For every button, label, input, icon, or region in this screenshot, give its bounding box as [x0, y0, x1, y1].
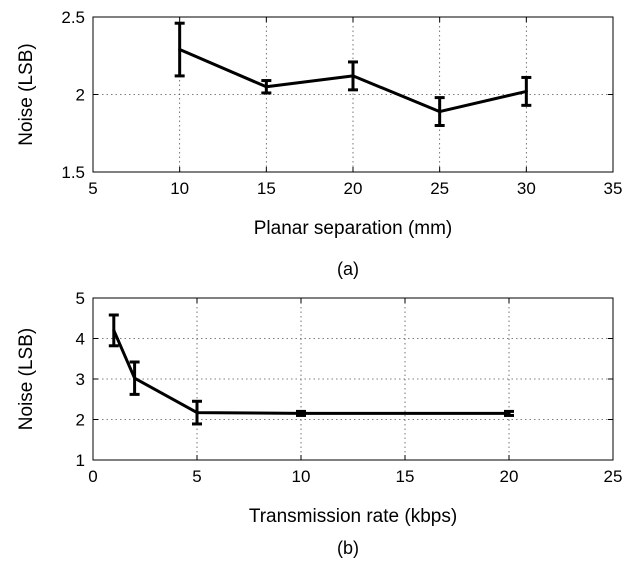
x-tick-label: 10 [170, 179, 189, 198]
data-point [133, 376, 137, 380]
series-line [112, 329, 509, 415]
x-tick-label: 10 [292, 467, 311, 486]
y-tick-label: 2.5 [61, 8, 85, 27]
x-tick-label: 20 [500, 467, 519, 486]
x-tick-label: 5 [192, 467, 201, 486]
data-point [351, 74, 355, 78]
y-tick-label: 2 [76, 86, 85, 105]
y-tick-label: 5 [76, 289, 85, 308]
y-axis-label: Noise (LSB) [16, 328, 37, 430]
data-point [438, 110, 442, 114]
y-tick-label: 3 [76, 370, 85, 389]
x-tick-label: 20 [344, 179, 363, 198]
chart-panel-a: 5 10 15 20 25 30 35 1.5 2 2.5 Planar separation (m… [16, 8, 622, 279]
data-point [195, 411, 199, 415]
x-tick-label: 15 [257, 179, 276, 198]
data-point [264, 85, 268, 89]
data-point [112, 328, 116, 332]
y-tick-label: 1 [76, 451, 85, 470]
data-point [178, 48, 182, 52]
data-point [507, 411, 511, 415]
x-tick-label: 15 [396, 467, 415, 486]
x-axis-label: Transmission rate (kbps) [249, 506, 457, 527]
x-tick-label: 25 [430, 179, 449, 198]
x-tick-label: 35 [604, 179, 623, 198]
y-tick-label: 4 [76, 330, 85, 349]
data-point [524, 89, 528, 93]
x-axis-label: Planar separation (mm) [254, 218, 453, 239]
x-tick-label: 0 [88, 467, 97, 486]
y-axis-label: Noise (LSB) [16, 43, 37, 145]
x-tick-label: 25 [604, 467, 623, 486]
data-point [299, 411, 303, 415]
chart-panel-b: 0 5 10 15 20 25 1 2 3 4 5 Transmission rate (kbps) N… [16, 289, 622, 558]
y-tick-label: 1.5 [61, 163, 85, 182]
panel-caption: (a) [337, 259, 359, 279]
x-tick-label: 5 [88, 179, 97, 198]
x-tick-label: 30 [517, 179, 536, 198]
y-tick-label: 2 [76, 411, 85, 430]
panel-caption: (b) [337, 538, 359, 558]
